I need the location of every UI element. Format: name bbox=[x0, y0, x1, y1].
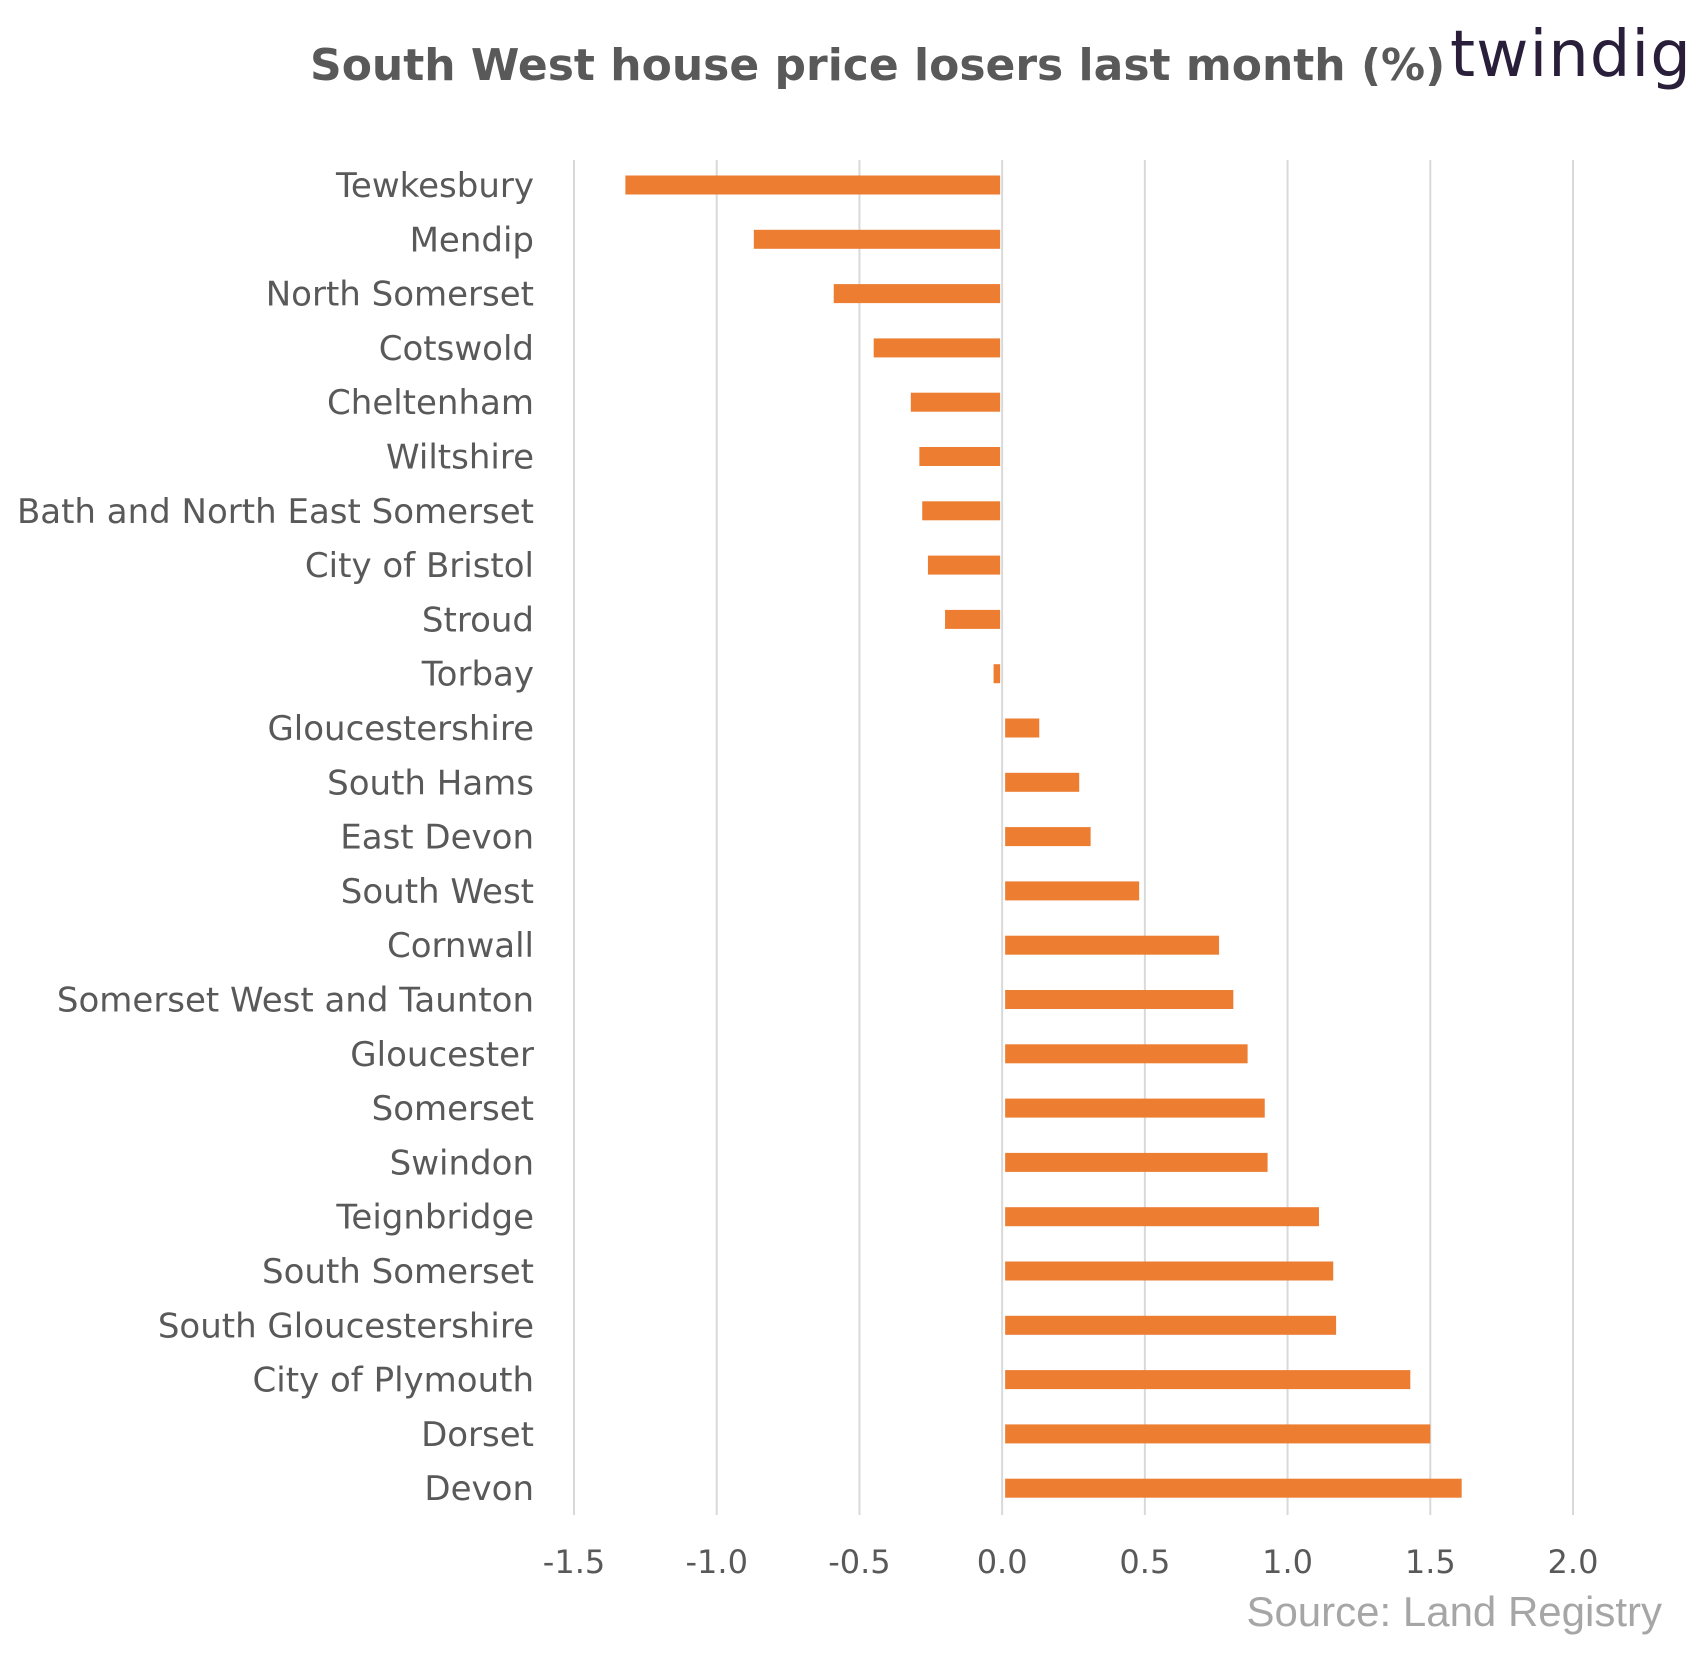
bar bbox=[625, 175, 1001, 195]
source-note: Source: Land Registry bbox=[1246, 1588, 1662, 1635]
bar bbox=[1005, 718, 1040, 738]
x-tick-label: -1.0 bbox=[685, 1543, 747, 1581]
bar bbox=[1005, 1261, 1334, 1281]
category-label: Dorset bbox=[421, 1415, 534, 1455]
category-label: Somerset bbox=[372, 1089, 534, 1129]
bar bbox=[919, 447, 1001, 466]
bar bbox=[1005, 935, 1220, 955]
bar bbox=[753, 229, 1001, 249]
category-label: East Devon bbox=[340, 818, 534, 858]
x-tick-labels: -1.5 -1.0 -0.5 0.0 0.5 1.0 1.5 2.0 bbox=[543, 1543, 1599, 1581]
bar bbox=[1005, 1044, 1248, 1064]
logo-text: twindig bbox=[1450, 18, 1692, 92]
x-tick-label: 1.5 bbox=[1405, 1543, 1456, 1581]
chart-title: South West house price losers last month… bbox=[310, 40, 1446, 91]
category-label: Mendip bbox=[410, 220, 534, 260]
category-label: South Gloucestershire bbox=[158, 1306, 534, 1346]
bars bbox=[625, 175, 1462, 1498]
bar bbox=[922, 501, 1001, 521]
category-label: Wiltshire bbox=[386, 438, 534, 478]
x-tick-label: -0.5 bbox=[828, 1543, 890, 1581]
category-labels: Tewkesbury Mendip North Somerset Cotswold Ch… bbox=[17, 166, 534, 1509]
twindig-logo: twindig bbox=[1450, 18, 1692, 92]
bar bbox=[1005, 1424, 1431, 1444]
category-label: South West bbox=[341, 872, 534, 912]
category-label: South Hams bbox=[327, 763, 534, 803]
gridlines bbox=[573, 160, 1574, 1515]
category-label: Swindon bbox=[390, 1143, 534, 1183]
bar bbox=[1005, 1207, 1319, 1227]
x-tick-label: -1.5 bbox=[543, 1543, 605, 1581]
category-label: North Somerset bbox=[266, 275, 534, 315]
bar bbox=[873, 338, 1001, 358]
category-label: Teignbridge bbox=[335, 1198, 534, 1238]
category-label: Torbay bbox=[421, 655, 534, 695]
category-label: Cornwall bbox=[387, 926, 534, 966]
x-tick-label: 2.0 bbox=[1548, 1543, 1599, 1581]
category-label: South Somerset bbox=[262, 1252, 534, 1292]
category-label: Bath and North East Somerset bbox=[17, 492, 534, 532]
bar bbox=[1005, 827, 1091, 847]
bar bbox=[1005, 1370, 1411, 1390]
category-label: Cheltenham bbox=[327, 383, 534, 423]
category-label: Cotswold bbox=[379, 329, 534, 369]
category-label: City of Bristol bbox=[305, 546, 534, 586]
category-label: Stroud bbox=[422, 600, 534, 640]
x-tick-label: 0.0 bbox=[977, 1543, 1028, 1581]
bar bbox=[1005, 1478, 1462, 1498]
category-label: City of Plymouth bbox=[253, 1361, 534, 1401]
category-label: Tewkesbury bbox=[335, 166, 534, 206]
x-tick-label: 0.5 bbox=[1119, 1543, 1170, 1581]
bar bbox=[945, 609, 1001, 629]
category-label: Devon bbox=[424, 1469, 534, 1509]
bar bbox=[1005, 1152, 1268, 1172]
x-tick-label: 1.0 bbox=[1262, 1543, 1313, 1581]
bar bbox=[993, 664, 1001, 684]
bar bbox=[1005, 990, 1234, 1009]
bar bbox=[1005, 1315, 1337, 1335]
category-label: Gloucestershire bbox=[267, 709, 534, 749]
bar bbox=[1005, 881, 1140, 901]
bar bbox=[1005, 1098, 1265, 1118]
bar bbox=[833, 284, 1001, 304]
bar bbox=[1005, 772, 1080, 792]
category-label: Gloucester bbox=[350, 1035, 534, 1075]
bar bbox=[910, 392, 1001, 412]
bar bbox=[927, 555, 1001, 575]
category-label: Somerset West and Taunton bbox=[57, 981, 534, 1021]
